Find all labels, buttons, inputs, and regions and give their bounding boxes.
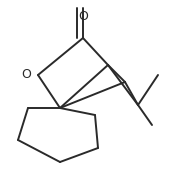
- Text: O: O: [21, 69, 31, 81]
- Text: O: O: [78, 10, 88, 22]
